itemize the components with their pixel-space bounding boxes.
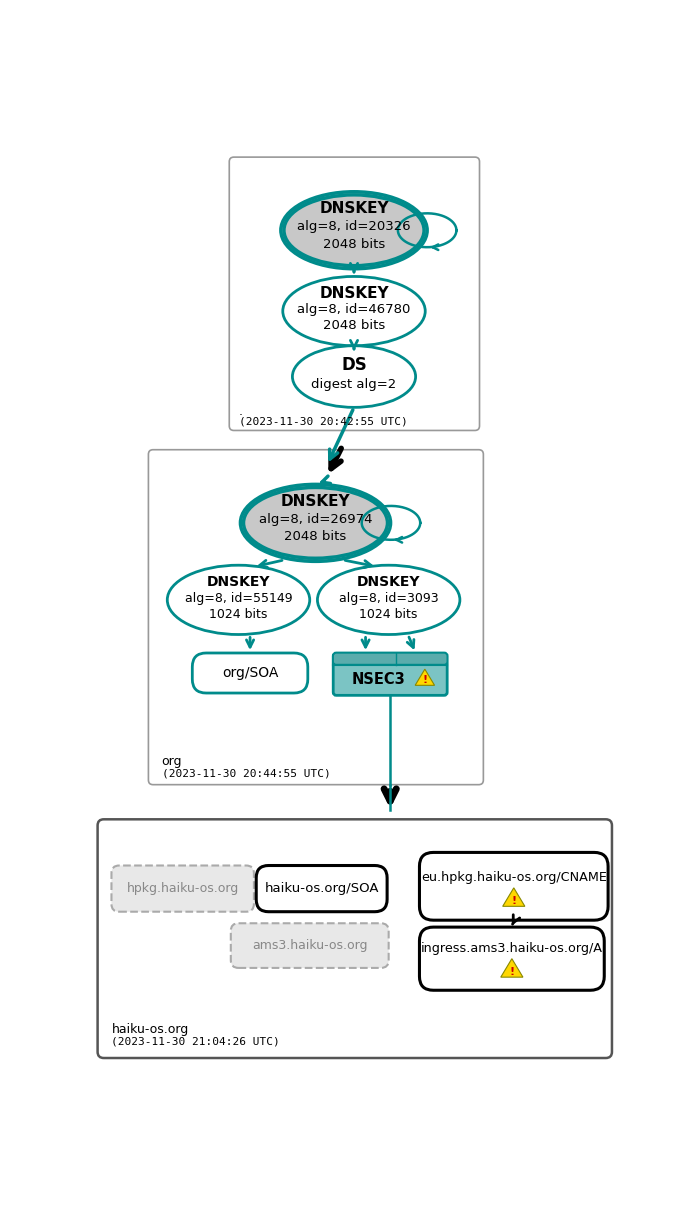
Text: .: . <box>238 405 243 417</box>
Text: org/SOA: org/SOA <box>222 666 279 680</box>
Ellipse shape <box>243 488 387 558</box>
Text: hpkg.haiku-os.org: hpkg.haiku-os.org <box>127 882 239 895</box>
Polygon shape <box>501 958 523 978</box>
Text: DNSKEY: DNSKEY <box>319 201 389 216</box>
Text: ingress.ams3.haiku-os.org/A: ingress.ams3.haiku-os.org/A <box>421 943 603 955</box>
Text: 2048 bits: 2048 bits <box>323 319 385 332</box>
Polygon shape <box>502 888 525 906</box>
Text: NSEC3: NSEC3 <box>352 672 405 688</box>
FancyBboxPatch shape <box>419 927 604 990</box>
FancyBboxPatch shape <box>229 158 480 431</box>
Text: DNSKEY: DNSKEY <box>357 575 421 590</box>
Ellipse shape <box>292 346 416 408</box>
FancyBboxPatch shape <box>193 653 308 693</box>
Text: alg=8, id=3093: alg=8, id=3093 <box>339 592 439 605</box>
FancyBboxPatch shape <box>98 819 612 1058</box>
Text: ams3.haiku-os.org: ams3.haiku-os.org <box>252 939 367 952</box>
FancyBboxPatch shape <box>333 653 447 665</box>
Ellipse shape <box>281 192 427 269</box>
Text: DNSKEY: DNSKEY <box>319 286 389 301</box>
Text: (2023-11-30 20:42:55 UTC): (2023-11-30 20:42:55 UTC) <box>238 416 407 426</box>
Ellipse shape <box>284 195 424 266</box>
Ellipse shape <box>167 565 310 634</box>
Text: 1024 bits: 1024 bits <box>209 608 267 621</box>
FancyBboxPatch shape <box>148 450 484 785</box>
Text: alg=8, id=20326: alg=8, id=20326 <box>297 220 411 233</box>
Text: DS: DS <box>341 355 367 374</box>
Text: 2048 bits: 2048 bits <box>323 238 385 251</box>
FancyBboxPatch shape <box>256 866 387 912</box>
Text: org: org <box>161 754 182 768</box>
FancyBboxPatch shape <box>419 853 608 921</box>
FancyBboxPatch shape <box>333 653 447 695</box>
Text: haiku-os.org/SOA: haiku-os.org/SOA <box>265 882 379 895</box>
Ellipse shape <box>240 484 391 562</box>
Text: !: ! <box>422 676 428 685</box>
Text: eu.hpkg.haiku-os.org/CNAME: eu.hpkg.haiku-os.org/CNAME <box>421 871 606 884</box>
Text: 1024 bits: 1024 bits <box>360 608 418 621</box>
Text: (2023-11-30 21:04:26 UTC): (2023-11-30 21:04:26 UTC) <box>112 1036 280 1046</box>
Polygon shape <box>415 670 435 685</box>
Text: alg=8, id=26974: alg=8, id=26974 <box>258 513 372 525</box>
FancyBboxPatch shape <box>231 923 389 968</box>
Ellipse shape <box>283 277 426 346</box>
Ellipse shape <box>317 565 460 634</box>
Text: haiku-os.org: haiku-os.org <box>112 1023 188 1036</box>
Text: !: ! <box>511 895 516 906</box>
Text: digest alg=2: digest alg=2 <box>311 377 396 391</box>
FancyBboxPatch shape <box>112 866 254 912</box>
Text: 2048 bits: 2048 bits <box>284 530 346 543</box>
Text: DNSKEY: DNSKEY <box>281 494 351 508</box>
Text: !: ! <box>509 967 514 976</box>
Text: alg=8, id=55149: alg=8, id=55149 <box>185 592 292 605</box>
Text: DNSKEY: DNSKEY <box>207 575 270 590</box>
Text: (2023-11-30 20:44:55 UTC): (2023-11-30 20:44:55 UTC) <box>161 768 331 778</box>
Text: alg=8, id=46780: alg=8, id=46780 <box>297 303 411 317</box>
